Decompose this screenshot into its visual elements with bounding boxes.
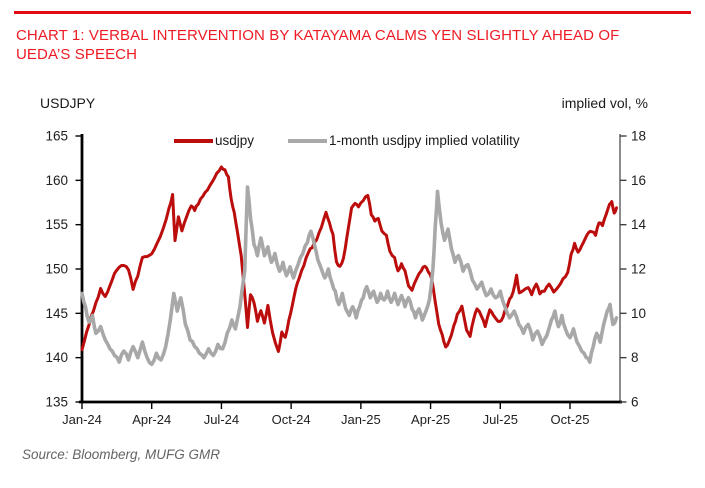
x-axis-tick-label: Apr-25: [411, 412, 450, 427]
right-axis-tick-label: 12: [631, 262, 646, 277]
source-note: Source: Bloomberg, MUFG GMR: [22, 447, 221, 462]
x-axis-tick-label: Jan-25: [341, 412, 381, 427]
series-line-usdjpy: [80, 165, 618, 353]
legend-swatch-implied-vol: [288, 138, 328, 143]
legend: usdjpy 1-month usdjpy implied volatility: [174, 133, 520, 148]
right-axis-tick-label: 10: [631, 306, 646, 321]
x-axis-tick-label: Apr-24: [132, 412, 171, 427]
left-axis-tick-label: 140: [45, 350, 68, 365]
legend-item-usdjpy: usdjpy: [174, 133, 254, 148]
right-axis-tick-label: 8: [631, 350, 639, 365]
left-axis-tick-label: 160: [45, 173, 68, 188]
left-axis-tick-label: 150: [45, 262, 68, 277]
top-rule: [14, 11, 691, 14]
x-axis-tick-label: Oct-24: [272, 412, 311, 427]
x-axis-tick-label: Jul-24: [204, 412, 239, 427]
x-axis-tick-label: Jan-24: [62, 412, 102, 427]
left-axis-tick-label: 135: [45, 395, 68, 410]
legend-label-usdjpy: usdjpy: [215, 133, 255, 148]
x-axis-tick-label: Oct-25: [550, 412, 589, 427]
series-line-implied-vol: [80, 185, 619, 367]
chart-title: CHART 1: VERBAL INTERVENTION BY KATAYAMA…: [16, 27, 620, 63]
right-axis-tick-label: 6: [631, 395, 639, 410]
left-axis-tick-label: 165: [45, 129, 68, 144]
left-axis-tick-label: 145: [45, 306, 68, 321]
left-axis-tick-label: 155: [45, 217, 68, 232]
right-axis-tick-label: 14: [631, 217, 647, 232]
right-axis-title: implied vol, %: [561, 95, 648, 111]
legend-item-implied-vol: 1-month usdjpy implied volatility: [288, 133, 520, 148]
legend-swatch-usdjpy: [174, 138, 213, 143]
right-axis-tick-label: 18: [631, 129, 646, 144]
x-axis-tick-label: Jul-25: [483, 412, 518, 427]
left-axis-title: USDJPY: [40, 95, 96, 111]
right-axis-tick-label: 16: [631, 173, 646, 188]
legend-label-implied-vol: 1-month usdjpy implied volatility: [329, 133, 520, 148]
